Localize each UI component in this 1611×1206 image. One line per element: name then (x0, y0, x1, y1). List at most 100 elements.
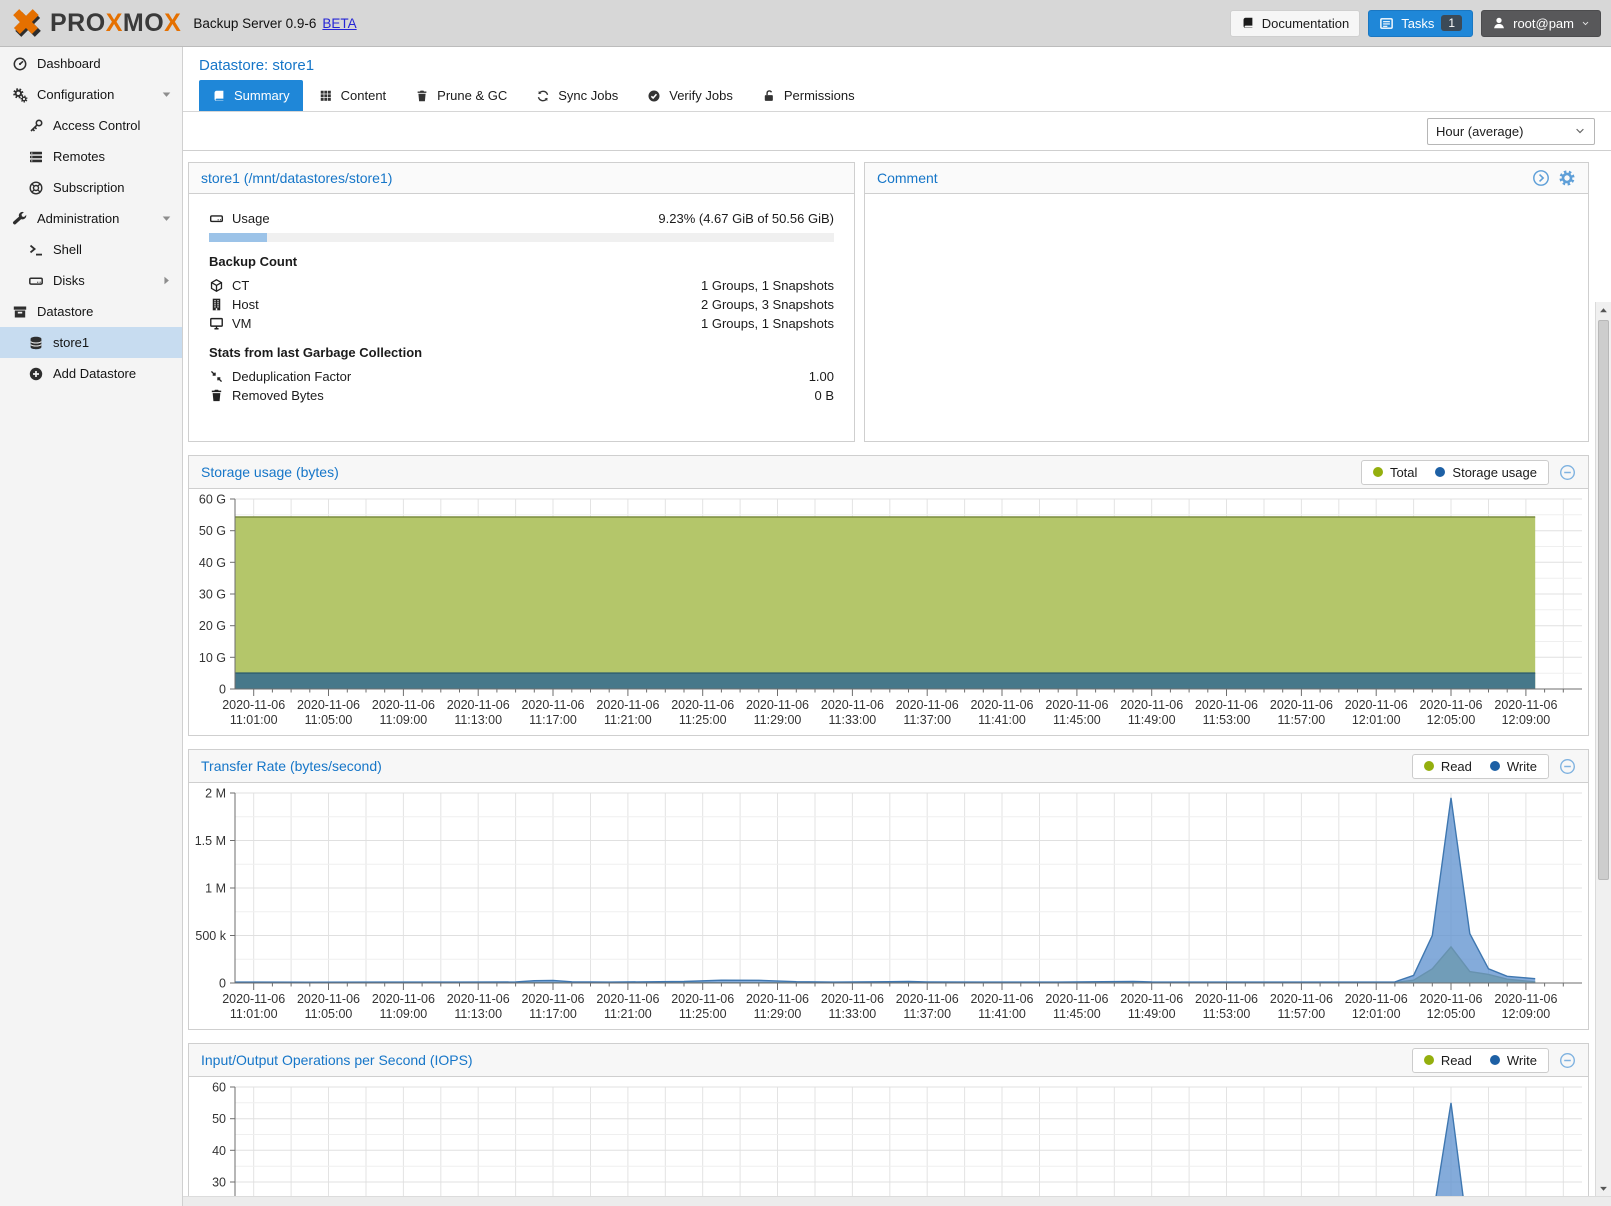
svg-text:2020-11-06: 2020-11-06 (821, 698, 884, 712)
svg-text:11:45:00: 11:45:00 (1053, 713, 1101, 727)
svg-text:11:41:00: 11:41:00 (978, 1007, 1026, 1021)
stat-row-ct: CT 1 Groups, 1 Snapshots (209, 276, 834, 295)
tab-permissions[interactable]: Permissions (749, 80, 868, 111)
svg-text:11:53:00: 11:53:00 (1203, 1007, 1251, 1021)
database-icon (28, 335, 44, 351)
svg-text:11:57:00: 11:57:00 (1278, 1007, 1326, 1021)
building-icon (209, 297, 224, 312)
svg-text:11:41:00: 11:41:00 (978, 713, 1026, 727)
svg-text:2020-11-06: 2020-11-06 (1494, 992, 1557, 1006)
sidebar-item-store1[interactable]: store1 (0, 327, 182, 358)
svg-text:2020-11-06: 2020-11-06 (896, 992, 959, 1006)
sidebar-item-configuration[interactable]: Configuration (0, 79, 182, 110)
svg-text:2020-11-06: 2020-11-06 (1419, 992, 1482, 1006)
svg-text:12:01:00: 12:01:00 (1352, 1007, 1401, 1021)
comment-panel-header: Comment (865, 163, 1588, 194)
svg-text:2020-11-06: 2020-11-06 (1045, 698, 1108, 712)
tab-label: Prune & GC (437, 88, 508, 103)
iops-chart-header: Input/Output Operations per Second (IOPS… (189, 1044, 1588, 1077)
svg-text:11:05:00: 11:05:00 (305, 713, 353, 727)
iops-chart-panel: Input/Output Operations per Second (IOPS… (188, 1043, 1589, 1206)
svg-text:12:09:00: 12:09:00 (1502, 1007, 1551, 1021)
comment-panel: Comment (864, 162, 1589, 442)
documentation-button[interactable]: Documentation (1229, 9, 1361, 37)
tab-label: Summary (234, 88, 290, 103)
chevron-right-circle-icon[interactable] (1532, 169, 1550, 187)
transfer-chart-header: Transfer Rate (bytes/second) Read Write (189, 750, 1588, 783)
sidebar-item-shell[interactable]: Shell (0, 234, 182, 265)
legend-label: Write (1506, 1052, 1537, 1068)
beta-link[interactable]: BETA (322, 15, 357, 31)
comment-body[interactable] (865, 194, 1588, 441)
tab-content[interactable]: Content (306, 80, 400, 111)
tab-prune-gc[interactable]: Prune & GC (402, 80, 520, 111)
legend-item-read[interactable]: Read (1423, 1053, 1472, 1068)
legend-item-storage-usage[interactable]: Storage usage (1435, 465, 1537, 480)
horizontal-scrollbar[interactable] (183, 1196, 1611, 1206)
user-menu-button[interactable]: root@pam (1481, 9, 1601, 37)
svg-text:2020-11-06: 2020-11-06 (1195, 992, 1258, 1006)
stat-row-removed-bytes: Removed Bytes 0 B (209, 386, 834, 405)
tab-verify-jobs[interactable]: Verify Jobs (634, 80, 746, 111)
timeframe-select[interactable]: Hour (average) (1427, 117, 1595, 145)
svg-text:2020-11-06: 2020-11-06 (596, 698, 659, 712)
sidebar-item-dashboard[interactable]: Dashboard (0, 48, 182, 79)
sidebar-item-access-control[interactable]: Access Control (0, 110, 182, 141)
collapse-panel-icon[interactable] (1559, 758, 1576, 775)
svg-text:40 G: 40 G (199, 556, 226, 570)
collapse-panel-icon[interactable] (1559, 464, 1576, 481)
select-caret-icon (1574, 125, 1586, 137)
vertical-scrollbar[interactable] (1595, 302, 1611, 1196)
sidebar-item-label: Configuration (37, 87, 115, 102)
tab-sync-jobs[interactable]: Sync Jobs (523, 80, 631, 111)
gauge-icon (12, 56, 28, 72)
sidebar-item-label: Access Control (53, 118, 141, 133)
svg-text:2020-11-06: 2020-11-06 (821, 992, 884, 1006)
svg-text:11:29:00: 11:29:00 (754, 713, 802, 727)
summary-scroll-area: store1 (/mnt/datastores/store1) Usage 9.… (183, 151, 1611, 1206)
sidebar-item-datastore[interactable]: Datastore (0, 296, 182, 327)
sidebar-item-disks[interactable]: Disks (0, 265, 182, 296)
tasks-button[interactable]: Tasks 1 (1368, 9, 1474, 37)
legend-label: Read (1440, 758, 1472, 774)
svg-text:30: 30 (212, 1176, 226, 1190)
sidebar-item-subscription[interactable]: Subscription (0, 172, 182, 203)
svg-text:11:17:00: 11:17:00 (529, 1007, 577, 1021)
scroll-down-arrow[interactable] (1596, 1180, 1611, 1196)
cube-icon (209, 278, 224, 293)
sidebar-item-label: Shell (53, 242, 82, 257)
svg-text:11:25:00: 11:25:00 (679, 713, 727, 727)
expand-caret-icon[interactable] (161, 213, 172, 224)
collapse-panel-icon[interactable] (1559, 1052, 1576, 1069)
sidebar-item-add-datastore[interactable]: Add Datastore (0, 358, 182, 389)
stat-label: Host (232, 297, 259, 312)
stat-value: 1 Groups, 1 Snapshots (701, 316, 834, 331)
legend-item-read[interactable]: Read (1423, 758, 1472, 774)
legend-item-write[interactable]: Write (1489, 759, 1537, 774)
legend-dot (1489, 1055, 1500, 1065)
sidebar-item-remotes[interactable]: Remotes (0, 141, 182, 172)
legend-dot (1372, 467, 1383, 477)
plus-circle-icon (28, 366, 44, 382)
expand-caret-icon[interactable] (161, 89, 172, 100)
book-icon (1241, 16, 1255, 30)
gear-icon[interactable] (1558, 169, 1576, 187)
scrollbar-thumb[interactable] (1598, 320, 1609, 880)
sidebar-item-administration[interactable]: Administration (0, 203, 182, 234)
lifering-icon (28, 180, 44, 196)
svg-text:2020-11-06: 2020-11-06 (447, 992, 510, 1006)
svg-text:11:17:00: 11:17:00 (529, 713, 577, 727)
stat-label: CT (232, 278, 250, 293)
scroll-up-arrow[interactable] (1596, 302, 1611, 318)
product-version: Backup Server 0.9-6 (193, 15, 317, 31)
legend-item-total[interactable]: Total (1372, 465, 1417, 480)
legend-label: Storage usage (1452, 464, 1537, 480)
stat-row-host: Host 2 Groups, 3 Snapshots (209, 295, 834, 314)
remotes-icon (28, 149, 44, 165)
expand-caret-icon[interactable] (161, 275, 172, 286)
logo-letter: PRO (50, 8, 106, 37)
proxmox-x-logo-icon (10, 6, 44, 40)
legend-item-write[interactable]: Write (1489, 1052, 1537, 1068)
tab-summary[interactable]: Summary (199, 80, 303, 111)
